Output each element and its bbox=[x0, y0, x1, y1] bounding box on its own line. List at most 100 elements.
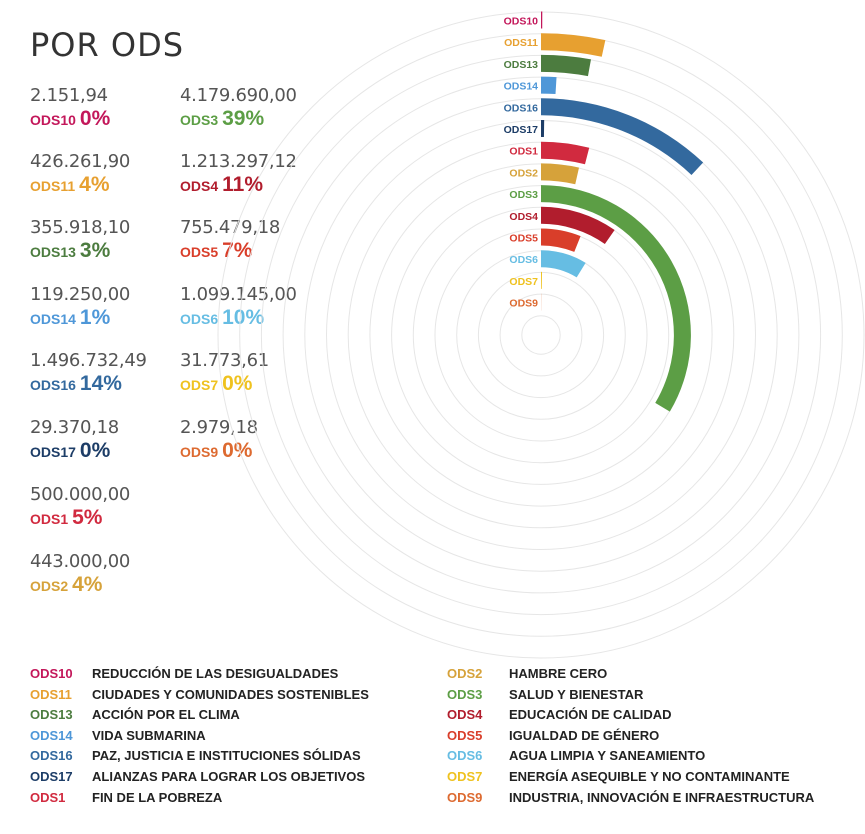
stat-code: ODS17 bbox=[30, 444, 76, 460]
legend-name: ALIANZAS PARA LOGRAR LOS OBJETIVOS bbox=[92, 769, 366, 784]
stat-amount: 1.496.732,49 bbox=[30, 350, 147, 371]
stat-amount: 31.773,61 bbox=[180, 350, 269, 371]
legend-item-ods4: ODS4 EDUCACIÓN DE CALIDAD bbox=[447, 705, 672, 725]
legend-item-ods1: ODS1 FIN DE LA POBREZA bbox=[30, 788, 222, 808]
stat-amount: 29.370,18 bbox=[30, 417, 119, 438]
stat-ods17: 29.370,18 ODS17 0% bbox=[30, 418, 220, 463]
stat-amount: 355.918,10 bbox=[30, 217, 131, 238]
stat-ods1: 500.000,00 ODS1 5% bbox=[30, 485, 220, 530]
stat-percent: 0% bbox=[79, 439, 111, 462]
bar-arc bbox=[541, 98, 704, 175]
grid-circle bbox=[477, 271, 605, 399]
stat-amount: 2.151,94 bbox=[30, 85, 108, 106]
legend-code: ODS5 bbox=[447, 727, 483, 743]
bar-label: ODS6 bbox=[509, 254, 538, 266]
legend-item-ods16: ODS16 PAZ, JUSTICIA E INSTITUCIONES SÓLID… bbox=[30, 746, 361, 766]
stat-percent: 11% bbox=[222, 173, 263, 196]
bar-ods6: ODS6 bbox=[509, 250, 586, 278]
legend-name: IGUALDAD DE GÉNERO bbox=[509, 727, 660, 743]
bar-arc bbox=[541, 163, 580, 185]
stat-amount: 426.261,90 bbox=[30, 151, 131, 172]
bar-arc bbox=[541, 11, 543, 29]
bar-arc bbox=[541, 54, 591, 77]
legend-item-ods2: ODS2 HAMBRE CERO bbox=[447, 664, 607, 684]
bar-label: ODS10 bbox=[504, 16, 539, 28]
legend-item-ods17: ODS17 ALIANZAS PARA LOGRAR LOS OBJETIVOS bbox=[30, 767, 365, 787]
bar-arc bbox=[541, 228, 581, 252]
legend-name: CIUDADES Y COMUNIDADES SOSTENIBLES bbox=[92, 686, 369, 702]
legend-code: ODS6 bbox=[447, 748, 483, 764]
bar-label: ODS16 bbox=[504, 102, 539, 114]
bar-ods3: ODS3 bbox=[509, 185, 691, 412]
legend-name: HAMBRE CERO bbox=[509, 666, 608, 681]
stat-ods6: 1.099.145,00 ODS6 10% bbox=[180, 285, 370, 330]
bar-ods5: ODS5 bbox=[509, 228, 581, 252]
legend-code: ODS10 bbox=[30, 666, 73, 681]
legend-code: ODS3 bbox=[447, 686, 483, 702]
stat-amount: 500.000,00 bbox=[30, 484, 131, 505]
legend-name: REDUCCIÓN DE LAS DESIGUALDADES bbox=[92, 666, 339, 681]
grid-circle bbox=[326, 120, 756, 550]
legend-item-ods11: ODS11 CIUDADES Y COMUNIDADES SOSTENIBLES bbox=[30, 685, 369, 705]
stat-ods5: 755.479,18 ODS5 7% bbox=[180, 218, 370, 263]
legend-item-ods10: ODS10 REDUCCIÓN DE LAS DESIGUALDADES bbox=[30, 664, 338, 684]
bar-ods17: ODS17 bbox=[504, 120, 545, 138]
stat-percent: 5% bbox=[72, 506, 103, 529]
bar-ods9: ODS9 bbox=[509, 293, 542, 311]
stat-ods3: 4.179.690,00 ODS3 39% bbox=[180, 86, 370, 131]
legend-code: ODS4 bbox=[447, 707, 483, 723]
bar-label: ODS9 bbox=[509, 298, 538, 310]
bar-arc bbox=[541, 185, 691, 412]
stat-code: ODS11 bbox=[30, 178, 76, 194]
bar-ods2: ODS2 bbox=[509, 163, 580, 185]
stat-ods11: 426.261,90 ODS11 4% bbox=[30, 152, 220, 197]
stat-ods7: 31.773,61 ODS7 0% bbox=[180, 351, 370, 396]
stat-percent: 0% bbox=[79, 107, 111, 130]
stat-ods13: 355.918,10 ODS13 3% bbox=[30, 218, 220, 263]
legend-code: ODS13 bbox=[30, 707, 73, 723]
bar-label: ODS2 bbox=[509, 167, 538, 179]
bar-ods1: ODS1 bbox=[509, 141, 590, 165]
bar-ods4: ODS4 bbox=[509, 206, 615, 244]
bar-ods13: ODS13 bbox=[504, 54, 591, 77]
bar-arc bbox=[541, 206, 615, 244]
stat-code: ODS14 bbox=[30, 311, 76, 327]
stat-amount: 443.000,00 bbox=[30, 551, 131, 572]
stat-percent: 14% bbox=[79, 372, 122, 395]
legend-item-ods5: ODS5 IGUALDAD DE GÉNERO bbox=[447, 726, 659, 746]
stat-code: ODS6 bbox=[180, 311, 219, 327]
stat-code: ODS1 bbox=[30, 511, 69, 527]
legend-item-ods3: ODS3 SALUD Y BIENESTAR bbox=[447, 685, 643, 705]
stat-code: ODS3 bbox=[180, 112, 219, 128]
legend-name: PAZ, JUSTICIA E INSTITUCIONES SÓLIDAS bbox=[92, 748, 361, 764]
stat-percent: 39% bbox=[222, 107, 265, 130]
legend-code: ODS7 bbox=[447, 769, 483, 784]
bar-arc bbox=[541, 141, 590, 165]
bar-label: ODS14 bbox=[504, 81, 539, 93]
legend-name: FIN DE LA POBREZA bbox=[92, 789, 223, 805]
legend-code: ODS2 bbox=[447, 666, 483, 681]
stat-percent: 3% bbox=[79, 239, 111, 262]
page-title: POR ODS bbox=[30, 26, 185, 64]
stat-ods14: 119.250,00 ODS14 1% bbox=[30, 285, 220, 330]
legend-name: ENERGÍA ASEQUIBLE Y NO CONTAMINANTE bbox=[509, 769, 790, 784]
legend-code: ODS1 bbox=[30, 789, 66, 805]
bar-ods10: ODS10 bbox=[504, 11, 543, 29]
stat-code: ODS9 bbox=[180, 444, 219, 460]
bar-label: ODS13 bbox=[504, 59, 539, 71]
legend-item-ods7: ODS7 ENERGÍA ASEQUIBLE Y NO CONTAMINANTE bbox=[447, 767, 790, 787]
bar-ods16: ODS16 bbox=[504, 98, 704, 175]
stat-percent: 4% bbox=[72, 573, 103, 596]
stat-percent: 4% bbox=[79, 173, 110, 196]
legend-code: ODS17 bbox=[30, 769, 73, 784]
stat-ods9: 2.979,18 ODS9 0% bbox=[180, 418, 370, 463]
bar-label: ODS4 bbox=[509, 211, 538, 223]
bar-label: ODS11 bbox=[504, 37, 538, 49]
bar-ods11: ODS11 bbox=[504, 33, 606, 57]
bar-label: ODS17 bbox=[504, 124, 539, 136]
legend-code: ODS9 bbox=[447, 789, 483, 805]
stat-code: ODS10 bbox=[30, 112, 76, 128]
legend-item-ods14: ODS14 VIDA SUBMARINA bbox=[30, 726, 206, 746]
legend-code: ODS14 bbox=[30, 727, 73, 743]
bar-arc bbox=[541, 271, 543, 289]
